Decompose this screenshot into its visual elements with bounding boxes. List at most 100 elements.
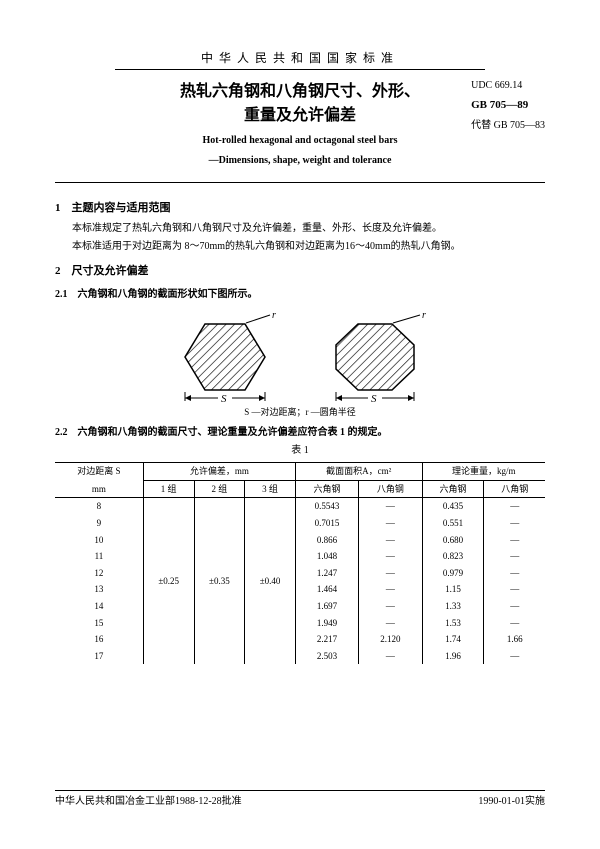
s-arrow-l (185, 395, 191, 401)
cell-mass-oct: — (484, 498, 545, 515)
cell-mass-hex: 1.96 (422, 648, 484, 665)
cell-mass-oct: — (484, 648, 545, 665)
cell-s: 10 (55, 532, 143, 549)
section1-p2: 本标准适用于对边距离为 8～70mm的热轧六角钢和对边距离为16～40mm的热轧… (72, 240, 545, 254)
s-arrow-r (259, 395, 265, 401)
table-row: 151.949—1.53— (55, 615, 545, 632)
page: 中华人民共和国国家标准 UDC 669.14 GB 705—89 代替 GB 7… (0, 0, 600, 849)
col-area: 截面面积A，cm² (295, 463, 422, 481)
col-s-2: mm (55, 480, 143, 498)
cell-mass-oct: 1.66 (484, 631, 545, 648)
cell-area-oct: — (359, 515, 422, 532)
cell-mass-hex: 0.435 (422, 498, 484, 515)
col-mass-oct: 八角钢 (484, 480, 545, 498)
cell-area-oct: 2.120 (359, 631, 422, 648)
cell-s: 8 (55, 498, 143, 515)
cell-area-hex: 0.866 (295, 532, 358, 549)
cell-area-oct: — (359, 648, 422, 665)
cell-mass-hex: 0.823 (422, 548, 484, 565)
cell-area-oct: — (359, 532, 422, 549)
s-arrow-l-oct (336, 395, 342, 401)
cell-mass-oct: — (484, 532, 545, 549)
cell-s: 14 (55, 598, 143, 615)
section2-heading: 2 尺寸及允许偏差 (55, 264, 545, 279)
cell-area-oct: — (359, 548, 422, 565)
table-row: 90.7015—0.551— (55, 515, 545, 532)
cell-area-oct: — (359, 615, 422, 632)
cell-mass-hex: 0.680 (422, 532, 484, 549)
udc-code: UDC 669.14 (471, 76, 545, 95)
section2-1: 2.1 六角钢和八角钢的截面形状如下图所示。 (55, 288, 545, 302)
r-leader-oct (393, 315, 420, 323)
section2-2: 2.2 六角钢和八角钢的截面尺寸、理论重量及允许偏差应符合表 1 的规定。 (55, 426, 545, 440)
en-title-line1: Hot-rolled hexagonal and octagonal steel… (55, 134, 545, 148)
octagon-figure: r S (320, 312, 430, 402)
cell-mass-hex: 0.551 (422, 515, 484, 532)
cell-mass-hex: 1.15 (422, 581, 484, 598)
doc-codes: UDC 669.14 GB 705—89 代替 GB 705—83 (471, 76, 545, 135)
cell-s: 12 (55, 565, 143, 582)
cell-mass-oct: — (484, 548, 545, 565)
cell-area-hex: 1.464 (295, 581, 358, 598)
cell-s: 9 (55, 515, 143, 532)
title-rule (115, 69, 485, 70)
col-mass: 理论重量，kg/m (422, 463, 545, 481)
col-g3: 3 组 (245, 480, 296, 498)
cell-mass-hex: 1.74 (422, 631, 484, 648)
cell-area-hex: 1.048 (295, 548, 358, 565)
s-label: S (221, 393, 227, 402)
cell-s: 16 (55, 631, 143, 648)
footer-approval: 中华人民共和国冶金工业部1988-12-28批准 (55, 795, 242, 809)
col-tol: 允许偏差，mm (143, 463, 295, 481)
cell-area-hex: 2.503 (295, 648, 358, 665)
table-row: 131.464—1.15— (55, 581, 545, 598)
cell-mass-hex: 0.979 (422, 565, 484, 582)
national-standard-label: 中华人民共和国国家标准 (55, 50, 545, 67)
page-footer: 中华人民共和国冶金工业部1988-12-28批准 1990-01-01实施 (55, 790, 545, 809)
cell-area-hex: 1.949 (295, 615, 358, 632)
cell-mass-hex: 1.53 (422, 615, 484, 632)
section1-heading: 1 主题内容与适用范围 (55, 201, 545, 216)
table-row: 121.247—0.979— (55, 565, 545, 582)
table-row: 111.048—0.823— (55, 548, 545, 565)
cell-s: 13 (55, 581, 143, 598)
replaces-code: 代替 GB 705—83 (471, 116, 545, 135)
s-label-oct: S (371, 393, 377, 402)
cell-area-oct: — (359, 565, 422, 582)
table-row: 100.866—0.680— (55, 532, 545, 549)
cell-s: 17 (55, 648, 143, 665)
cell-tol-g2: ±0.35 (194, 498, 245, 664)
col-area-hex: 六角钢 (295, 480, 358, 498)
cell-area-oct: — (359, 581, 422, 598)
col-g2: 2 组 (194, 480, 245, 498)
cell-area-oct: — (359, 498, 422, 515)
hexagon-shape (185, 324, 265, 390)
cell-s: 11 (55, 548, 143, 565)
col-mass-hex: 六角钢 (422, 480, 484, 498)
cell-s: 15 (55, 615, 143, 632)
figures: r S r S (55, 312, 545, 402)
section1-p1: 本标准规定了热轧六角钢和八角钢尺寸及允许偏差，重量、外形、长度及允许偏差。 (72, 222, 545, 236)
head-rule (55, 182, 545, 183)
cell-area-hex: 2.217 (295, 631, 358, 648)
dimensions-table: 对边距离 S 允许偏差，mm 截面面积A，cm² 理论重量，kg/m 1 组 2… (55, 462, 545, 664)
cell-mass-oct: — (484, 581, 545, 598)
cell-area-hex: 1.697 (295, 598, 358, 615)
r-label: r (272, 312, 276, 321)
cell-tol-g3: ±0.40 (245, 498, 296, 664)
cell-mass-oct: — (484, 598, 545, 615)
col-s-1: 对边距离 S (55, 463, 143, 481)
cell-area-hex: 0.5543 (295, 498, 358, 515)
table-row: 141.697—1.33— (55, 598, 545, 615)
s-arrow-r-oct (408, 395, 414, 401)
cell-area-hex: 0.7015 (295, 515, 358, 532)
cell-mass-oct: — (484, 615, 545, 632)
r-label-oct: r (422, 312, 426, 321)
cell-mass-oct: — (484, 515, 545, 532)
cell-tol-g1: ±0.25 (143, 498, 194, 664)
figure-caption: S —对边距离；r —圆角半径 (55, 406, 545, 419)
cell-area-oct: — (359, 598, 422, 615)
table-row: 172.503—1.96— (55, 648, 545, 665)
hexagon-figure: r S (170, 312, 280, 402)
footer-effective: 1990-01-01实施 (478, 795, 545, 809)
